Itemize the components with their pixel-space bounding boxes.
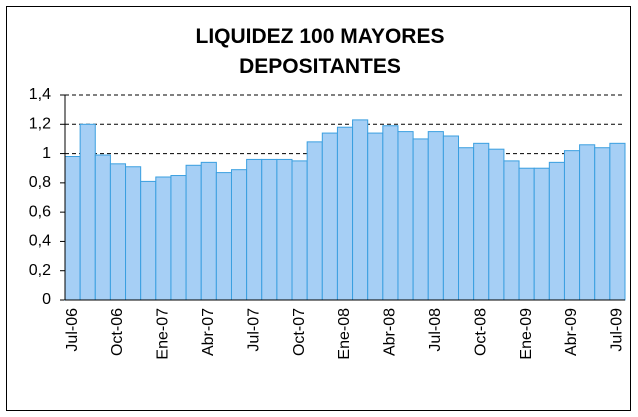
bar (563, 150, 581, 301)
bar (64, 156, 81, 301)
bar (397, 131, 414, 301)
bar (261, 158, 278, 301)
bar (321, 132, 338, 301)
bar (548, 161, 565, 301)
bar (427, 131, 444, 301)
bar (503, 160, 520, 301)
x-tick-label: Abr-07 (200, 308, 217, 356)
bar (336, 126, 354, 301)
bar (306, 141, 323, 301)
bar (458, 147, 475, 301)
bar (518, 167, 535, 301)
x-tick-label: Oct-07 (291, 308, 308, 356)
x-tick-label: Jul-07 (245, 308, 262, 352)
bar (155, 176, 172, 301)
x-tick-label: Abr-08 (382, 308, 399, 356)
x-tick-label: Jul-06 (64, 308, 81, 352)
bar (94, 154, 111, 301)
bar (185, 164, 202, 301)
x-tick-label: Oct-08 (472, 308, 489, 356)
bar (579, 144, 596, 301)
x-tick-label: Oct-06 (109, 308, 126, 356)
bar (125, 166, 142, 301)
bar (79, 123, 96, 301)
x-tick-label: Jul-08 (427, 308, 444, 352)
bar (367, 132, 384, 301)
bar (170, 175, 187, 301)
x-tick-label: Ene-09 (518, 308, 535, 360)
bar (230, 169, 248, 301)
bar (200, 161, 217, 301)
bar (533, 167, 550, 301)
bar (412, 138, 429, 301)
bar (109, 163, 127, 301)
x-tick-label: Ene-07 (155, 308, 172, 360)
y-tick-label: 0,6 (29, 203, 51, 220)
bar (246, 158, 263, 301)
y-tick-label: 0,8 (29, 174, 51, 191)
bar (215, 172, 232, 301)
bar (352, 119, 369, 301)
y-tick-label: 0,2 (29, 262, 51, 279)
bar (488, 148, 505, 301)
y-tick-label: 1,4 (29, 86, 51, 103)
y-tick-label: 0,4 (29, 233, 51, 250)
y-tick-label: 0 (42, 291, 51, 308)
x-tick-label: Abr-09 (563, 308, 580, 356)
chart-title: LIQUIDEZ 100 MAYORES DEPOSITANTES (195, 25, 445, 78)
bar (442, 135, 460, 301)
x-tick-label: Jul-09 (609, 308, 626, 352)
bar (594, 147, 611, 301)
y-tick-label: 1,2 (29, 116, 51, 133)
bar (382, 125, 399, 301)
bar (291, 160, 308, 301)
bar (609, 142, 626, 301)
y-tick-label: 1 (42, 145, 51, 162)
bar (473, 142, 490, 301)
x-tick-label: Ene-08 (336, 308, 353, 360)
bar (276, 158, 293, 301)
bar (140, 180, 157, 301)
